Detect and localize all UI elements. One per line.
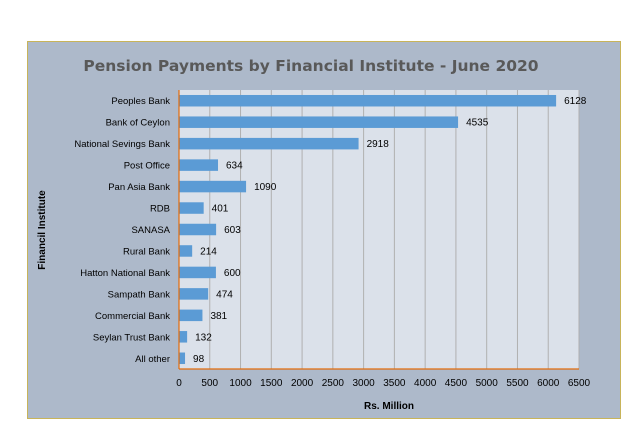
category-label: Commercial Bank <box>95 311 170 322</box>
bar <box>179 352 186 365</box>
bar <box>179 266 216 279</box>
bar <box>179 180 247 193</box>
category-label: Seylan Trust Bank <box>93 332 170 343</box>
x-tick-label: 5000 <box>476 378 499 389</box>
category-label: RDB <box>150 204 170 215</box>
x-tick-label: 2500 <box>322 378 345 389</box>
data-label: 98 <box>193 354 205 365</box>
x-tick-label: 5500 <box>506 378 529 389</box>
x-tick-label: 2000 <box>291 378 314 389</box>
category-label: Pan Asia Bank <box>108 182 170 193</box>
data-label: 1090 <box>254 182 277 193</box>
x-tick-label: 500 <box>201 378 218 389</box>
data-label: 214 <box>200 246 217 257</box>
category-label: Rural Bank <box>123 246 170 257</box>
x-tick-label: 3000 <box>352 378 375 389</box>
data-label: 600 <box>224 268 241 279</box>
category-label: National Sevings Bank <box>74 139 170 150</box>
bars <box>179 94 557 365</box>
x-tick-label: 6000 <box>537 378 560 389</box>
data-label: 634 <box>226 161 243 172</box>
category-label: Bank of Ceylon <box>106 118 170 129</box>
data-label: 2918 <box>367 139 390 150</box>
x-tick-label: 6500 <box>568 378 591 389</box>
x-tick-label: 4000 <box>414 378 437 389</box>
gridlines <box>209 90 580 369</box>
bar <box>179 159 219 171</box>
x-tick-label: 3500 <box>383 378 406 389</box>
bar <box>179 202 204 214</box>
data-label: 401 <box>212 204 229 215</box>
axes <box>178 90 579 370</box>
bar <box>179 94 557 107</box>
data-label: 603 <box>224 225 241 236</box>
bar <box>179 331 188 343</box>
category-label: SANASA <box>131 225 170 236</box>
x-tick-label: 1000 <box>229 378 252 389</box>
bar <box>179 223 217 236</box>
bar <box>179 116 459 128</box>
bar <box>179 309 203 322</box>
category-label: Hatton National Bank <box>80 268 170 279</box>
x-tick-label: 0 <box>176 378 182 389</box>
data-label: 474 <box>216 289 233 300</box>
data-label: 6128 <box>564 96 587 107</box>
chart-title: Pension Payments by Financial Institute … <box>83 57 538 75</box>
category-label: Sampath Bank <box>108 289 171 300</box>
bar <box>179 137 359 150</box>
data-label: 381 <box>210 311 227 322</box>
x-tick-label: 4500 <box>445 378 468 389</box>
data-label: 132 <box>195 332 212 343</box>
labels: 0 500 1000 1500 2000 2500 3000 3500 4000 4500 5000… <box>74 96 590 389</box>
plot-area <box>179 90 579 369</box>
bar <box>179 288 209 300</box>
category-label: Peoples Bank <box>111 96 170 107</box>
y-axis-title: Financil Institute <box>37 190 48 270</box>
x-axis-title: Rs. Million <box>364 401 414 412</box>
category-label: Post Office <box>124 161 170 172</box>
x-tick-label: 1500 <box>260 378 283 389</box>
category-label: All other <box>135 354 170 365</box>
bar <box>179 245 193 257</box>
data-label: 4535 <box>466 118 489 129</box>
